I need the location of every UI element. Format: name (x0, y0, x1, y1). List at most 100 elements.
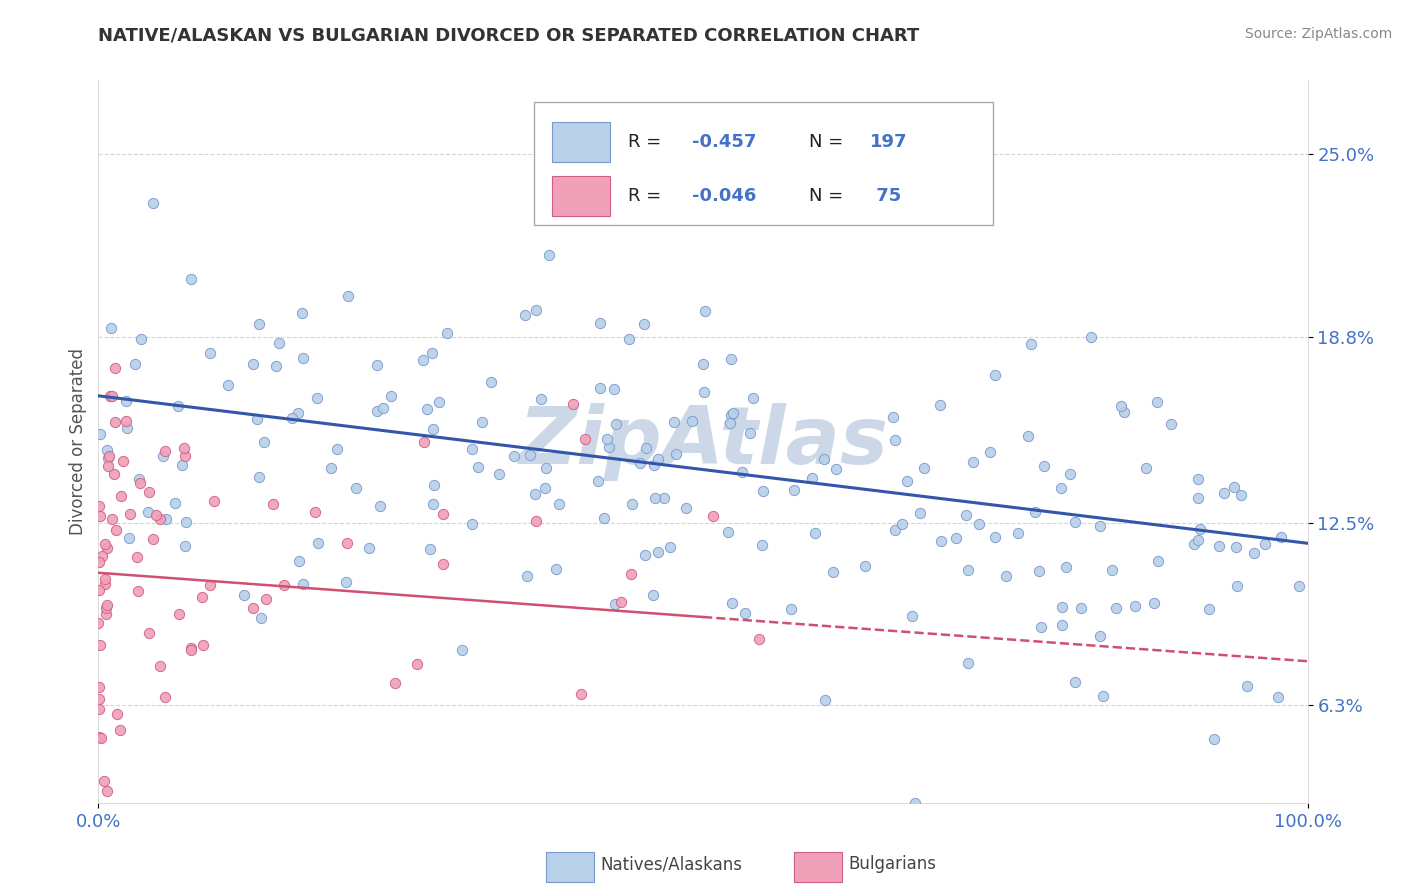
Point (658, 540, 681, 554)
Point (641, 589, 664, 603)
Point (117, 420, 139, 434)
Point (945, 531, 967, 545)
Text: Natives/Alaskans: Natives/Alaskans (600, 855, 742, 873)
Point (149, 659, 172, 673)
Point (1213, 486, 1236, 500)
Point (693, 384, 716, 399)
Point (896, 474, 918, 488)
Point (647, 451, 669, 466)
Point (718, 416, 741, 430)
Point (665, 447, 688, 461)
Point (90, 731, 112, 745)
Point (125, 549, 148, 564)
Point (304, 505, 326, 519)
Point (93, 774, 115, 789)
Y-axis label: Divorced or Separated: Divorced or Separated (69, 348, 87, 535)
Point (89, 639, 111, 653)
Point (720, 351, 742, 366)
Point (955, 508, 977, 523)
Point (131, 333, 153, 347)
Point (138, 485, 160, 500)
Point (89, 426, 111, 441)
Point (91, 549, 114, 564)
Point (103, 467, 125, 482)
Point (100, 389, 122, 403)
Point (1019, 337, 1042, 351)
Point (1254, 537, 1277, 551)
Point (957, 656, 980, 670)
Point (247, 470, 270, 484)
Point (461, 442, 484, 456)
Point (1288, 578, 1310, 592)
Point (427, 395, 450, 409)
Point (129, 475, 152, 490)
FancyBboxPatch shape (551, 122, 610, 161)
Point (291, 305, 314, 319)
Point (93, 537, 115, 551)
Text: 197: 197 (870, 133, 907, 151)
Point (603, 382, 626, 396)
Point (903, 796, 925, 810)
Point (127, 583, 149, 598)
Point (87, 616, 110, 631)
Point (717, 524, 740, 539)
Point (621, 497, 644, 511)
Text: N =: N = (810, 187, 849, 205)
Point (620, 567, 643, 582)
Point (87, 500, 110, 514)
Text: 75: 75 (870, 187, 901, 205)
Text: R =: R = (628, 187, 666, 205)
Point (1208, 539, 1230, 553)
Point (536, 461, 558, 475)
Point (111, 453, 134, 467)
Point (1091, 689, 1114, 703)
Point (634, 549, 657, 563)
Point (721, 406, 744, 420)
Point (380, 388, 402, 402)
Point (432, 508, 454, 522)
Point (598, 441, 620, 455)
Point (104, 415, 127, 429)
Point (929, 398, 952, 412)
Point (305, 391, 328, 405)
Point (250, 611, 273, 625)
Point (1236, 680, 1258, 694)
Point (155, 690, 177, 705)
Point (287, 406, 309, 420)
Point (167, 607, 190, 621)
Point (167, 399, 190, 413)
Point (96, 784, 118, 798)
Point (269, 335, 291, 350)
Point (731, 465, 754, 479)
Point (1024, 504, 1046, 518)
Point (266, 359, 288, 373)
Point (813, 693, 835, 707)
Point (233, 588, 256, 602)
Point (153, 443, 176, 458)
Point (180, 640, 202, 655)
Point (87, 582, 110, 597)
Point (420, 345, 443, 359)
Point (117, 531, 139, 545)
Point (242, 601, 264, 615)
Point (422, 478, 444, 492)
Point (957, 563, 980, 577)
Point (104, 361, 127, 376)
Point (962, 455, 984, 469)
Point (515, 308, 537, 322)
Point (1142, 596, 1164, 610)
Point (1270, 530, 1292, 544)
Point (984, 531, 1007, 545)
Point (633, 317, 655, 331)
FancyBboxPatch shape (546, 852, 595, 882)
Point (804, 526, 827, 541)
Point (97, 459, 120, 474)
Point (115, 394, 138, 409)
Point (89, 681, 111, 695)
Point (801, 471, 824, 485)
Point (142, 532, 165, 546)
Point (738, 426, 761, 441)
Point (152, 450, 174, 464)
Point (681, 413, 703, 427)
Point (436, 326, 458, 340)
